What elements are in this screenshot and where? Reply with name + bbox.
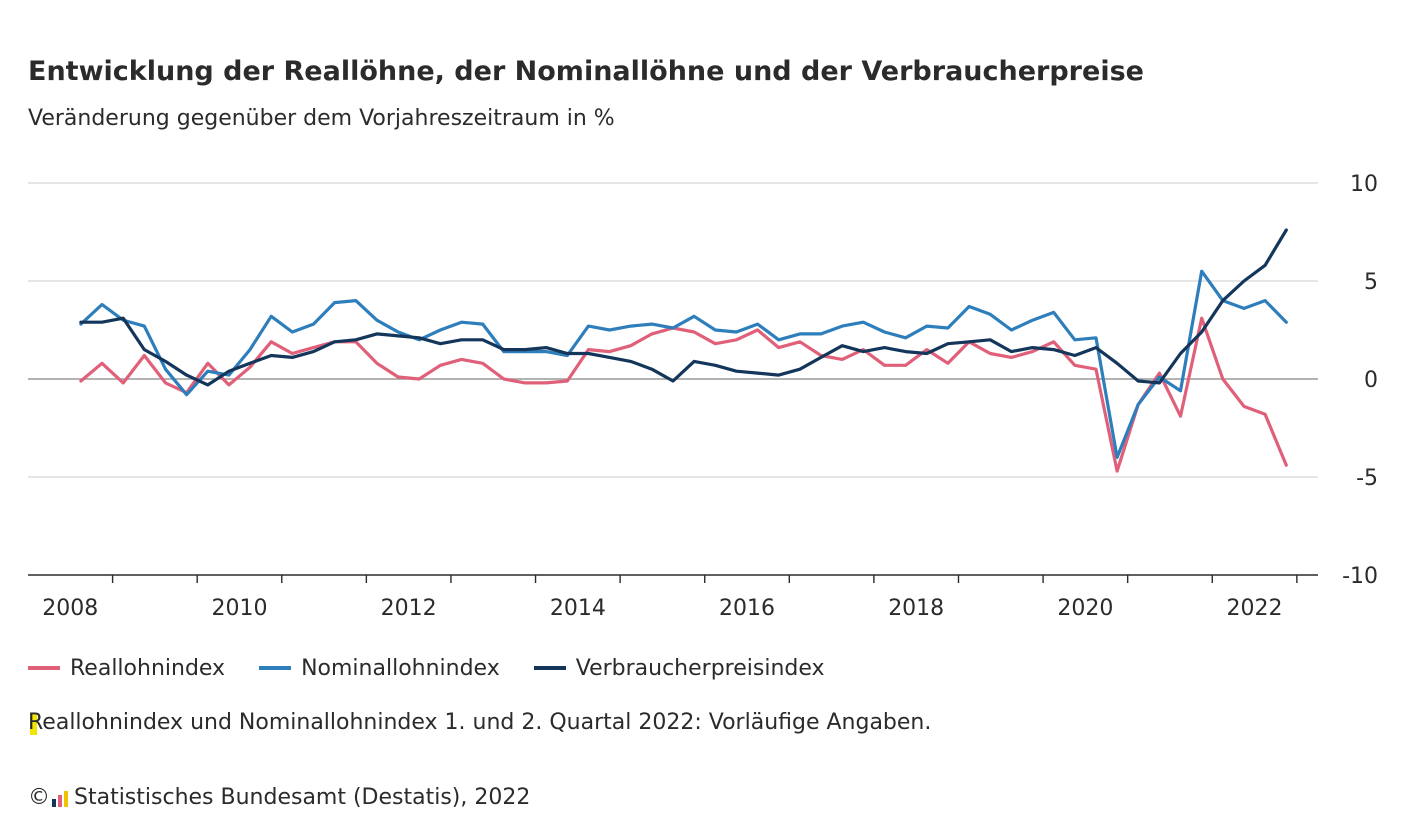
legend-item-nominallohnindex: Nominallohnindex (259, 656, 500, 681)
line-chart: 10 5 0 -5 -10 2008 2010 2012 2014 2016 2018 2020 202… (28, 172, 1378, 621)
source-text: Statistisches Bundesamt (Destatis), 2022 (74, 785, 531, 810)
y-tick-label: -10 (1342, 564, 1378, 589)
x-tick-label: 2010 (211, 596, 267, 621)
copyright-symbol: © (28, 785, 50, 810)
legend-label-nominallohnindex: Nominallohnindex (301, 655, 500, 681)
series-line-verbraucherpreisindex (79, 228, 1288, 387)
legend-swatch-reallohnindex (28, 666, 60, 670)
source-line: © Statistisches Bundesamt (Destatis), 20… (28, 785, 530, 810)
x-tick-label: 2014 (550, 596, 606, 621)
legend-item-verbraucherpreisindex: Verbraucherpreisindex (533, 655, 825, 681)
y-tick-label: 10 (1350, 172, 1378, 197)
series-line-reallohnindex (79, 316, 1288, 473)
chart-legend: Reallohnindex Nominallohnindex Verbrauch… (28, 650, 859, 686)
series-line-nominallohnindex (79, 269, 1288, 459)
x-tick-label: 2018 (888, 596, 944, 621)
legend-swatch-nominallohnindex (259, 666, 292, 670)
footnote: Reallohnindex und Nominallohnindex 1. un… (28, 710, 932, 735)
legend-item-reallohnindex: Reallohnindex (28, 656, 225, 681)
y-tick-label: -5 (1356, 466, 1378, 491)
y-tick-label: 0 (1364, 368, 1378, 393)
legend-swatch-verbraucherpreisindex (533, 666, 566, 670)
x-tick-label: 2020 (1057, 596, 1113, 621)
y-tick-label: 5 (1364, 270, 1378, 295)
destatis-bars-icon (52, 789, 68, 807)
note-highlight-marker (30, 713, 37, 735)
chart-subtitle: Veränderung gegenüber dem Vorjahreszeitr… (28, 106, 615, 131)
x-tick-label: 2012 (381, 596, 437, 621)
legend-label-reallohnindex: Reallohnindex (70, 655, 226, 681)
legend-label-verbraucherpreisindex: Verbraucherpreisindex (575, 655, 825, 681)
x-tick-label: 2022 (1227, 596, 1283, 621)
chart-title: Entwicklung der Reallöhne, der Nominallö… (28, 56, 1144, 87)
x-tick-label: 2016 (719, 596, 775, 621)
x-tick-label: 2008 (42, 596, 98, 621)
